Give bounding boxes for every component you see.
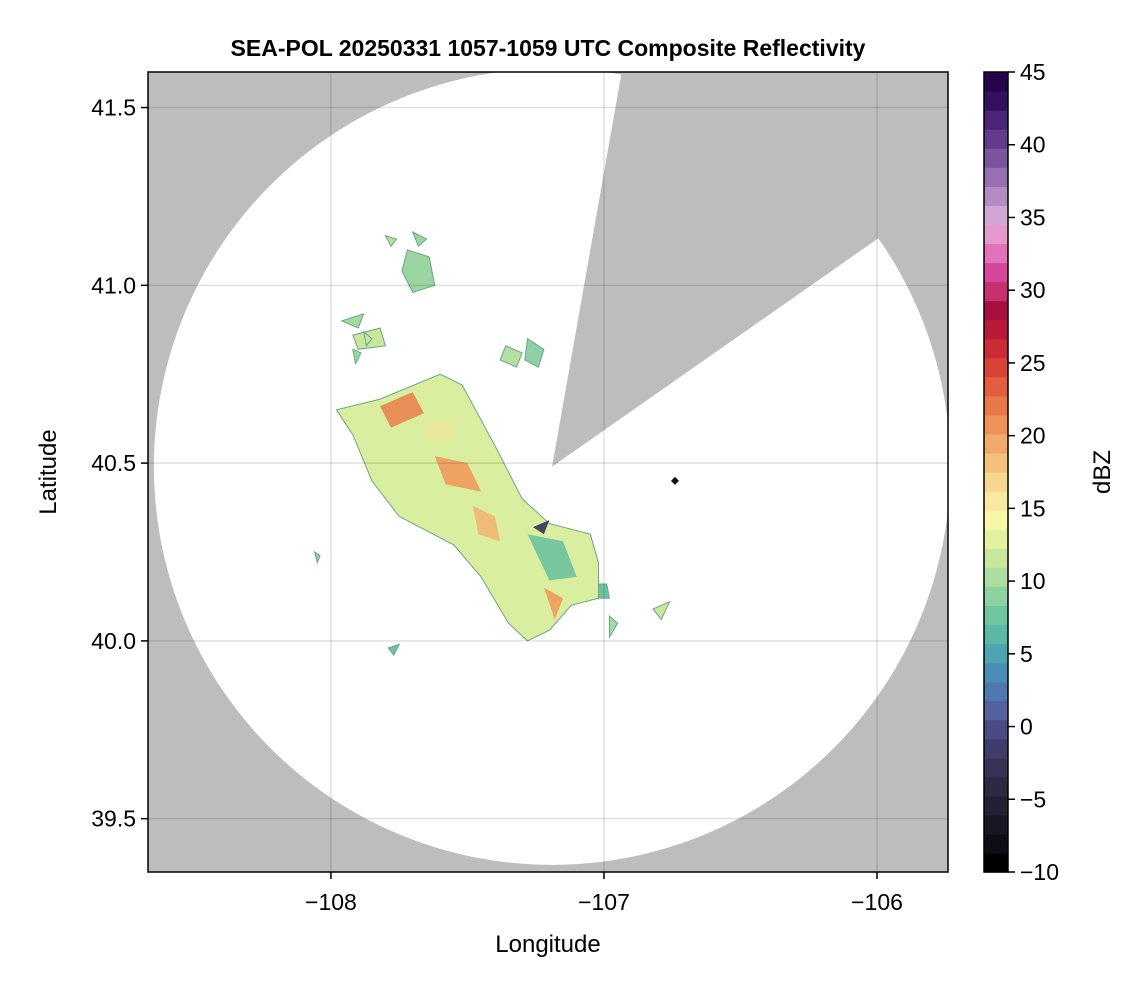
colorbar-bin [984,338,1008,359]
echo-core-6 [543,587,563,620]
echo-6 [598,583,611,599]
grid-lines [148,72,948,872]
colorbar-frame [983,71,1009,873]
radar-coverage [153,72,948,865]
colorbar-tick-label: 45 [1020,59,1046,85]
x-tick-label: −107 [578,889,630,915]
colorbar [984,72,1008,873]
x-axis-label: Longitude [495,931,600,958]
colorbar-bin [984,700,1008,721]
echo-5 [524,337,545,368]
echo-core-4 [423,420,454,442]
echo-12 [387,643,401,657]
echo-core-1 [380,392,424,428]
colorbar-bin [984,491,1008,511]
colorbar-bin [984,148,1008,168]
echo-7 [608,614,619,640]
colorbar-bin [984,414,1008,435]
colorbar-tick-label: 15 [1020,495,1046,521]
colorbar-tick-label: 20 [1020,423,1046,449]
colorbar-bin [984,624,1008,645]
x-tick-label: −108 [305,889,357,915]
colorbar-bin [984,395,1008,416]
colorbar-tick-label: −5 [1020,786,1046,812]
colorbar-bin [984,605,1008,625]
colorbar-bin [984,719,1008,740]
colorbar-bin [984,224,1008,245]
colorbar-tick-label: 5 [1020,641,1033,667]
colorbar-bin [984,567,1008,587]
echo-14 [362,330,373,347]
colorbar-tick-label: 35 [1020,204,1046,230]
colorbar-bin [984,205,1008,225]
echo-11 [313,550,321,565]
colorbar-bin [984,167,1008,187]
colorbar-tick-label: 0 [1020,714,1033,740]
y-axis-label: Latitude [35,429,62,514]
echo-13 [340,312,365,329]
colorbar-label: dBZ [1089,450,1116,494]
colorbar-bin [984,72,1008,92]
colorbar-bin [984,681,1008,702]
colorbar-bin [984,529,1008,549]
colorbar-tick-label: 10 [1020,568,1046,594]
colorbar-bin [984,452,1008,473]
y-tick-label: 40.5 [91,450,136,476]
colorbar-bin [984,472,1008,492]
colorbar-ticks: −10 −5 0 5 10 15 20 25 30 35 40 45 [1008,59,1059,885]
echo-core-5 [527,534,577,581]
plot-area [148,72,948,872]
x-axis-ticks: −108 −107 −106 [305,872,903,915]
colorbar-bin [984,662,1008,683]
y-tick-label: 39.5 [91,806,136,832]
echo-3 [401,249,436,294]
colorbar-bin [984,243,1008,264]
echo-layer [313,230,671,657]
y-tick-label: 41.0 [91,272,136,298]
colorbar-bin [984,586,1008,606]
colorbar-tick-label: 30 [1020,277,1046,303]
echo-core-3 [472,505,501,542]
colorbar-bin [984,319,1008,340]
colorbar-bin [984,433,1008,454]
colorbar-bin [984,510,1008,530]
site-marker [670,476,679,485]
y-axis-ticks: 39.5 40.0 40.5 41.0 41.5 [91,95,148,832]
echo-15 [352,348,362,366]
colorbar-bin [984,795,1008,816]
y-tick-label: 41.5 [91,95,136,121]
echo-core-7 [533,520,550,535]
echo-10 [384,234,398,248]
colorbar-bin [984,643,1008,664]
colorbar-bin [984,91,1008,111]
echo-9 [411,230,428,248]
colorbar-bin [984,852,1008,873]
colorbar-tick-label: 25 [1020,350,1046,376]
echo-8 [652,600,671,621]
plot-frame [147,71,949,873]
colorbar-bin [984,738,1008,759]
colorbar-bin [984,376,1008,397]
colorbar-bin [984,833,1008,854]
y-tick-label: 40.0 [91,628,136,654]
colorbar-bin [984,357,1008,378]
echo-core-2 [434,456,482,492]
echo-4 [499,345,523,368]
colorbar-bin [984,281,1008,302]
colorbar-tick-label: −10 [1020,859,1059,885]
colorbar-bin [984,129,1008,149]
colorbar-bin [984,262,1008,283]
chart-title: SEA-POL 20250331 1057-1059 UTC Composite… [231,35,866,61]
colorbar-bin [984,110,1008,130]
colorbar-bin [984,776,1008,797]
echo-1 [335,373,599,642]
colorbar-bin [984,300,1008,321]
x-tick-label: −106 [851,889,903,915]
colorbar-bin [984,814,1008,835]
colorbar-bin [984,757,1008,778]
colorbar-tick-label: 40 [1020,132,1046,158]
colorbar-bin [984,186,1008,206]
colorbar-bin [984,548,1008,568]
